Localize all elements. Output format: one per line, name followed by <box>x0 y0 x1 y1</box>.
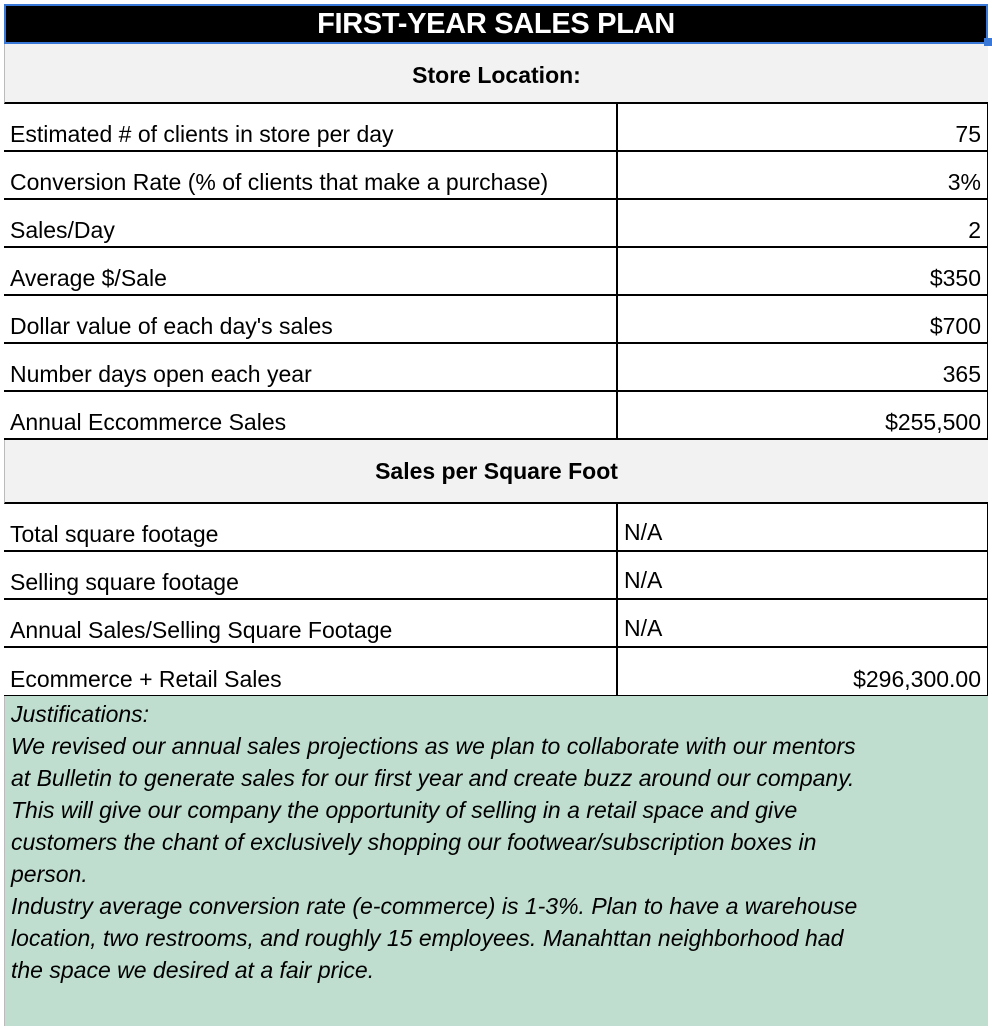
store-location-header[interactable]: Store Location: <box>4 44 988 104</box>
row-value-cell[interactable]: $700 <box>618 296 988 342</box>
row-label-cell[interactable]: Sales/Day <box>4 200 618 246</box>
row-label-cell[interactable]: Number days open each year <box>4 344 618 390</box>
sales-plan-sheet: FIRST-YEAR SALES PLAN Store Location: Es… <box>4 4 992 1026</box>
table-row: Annual Sales/Selling Square Footage N/A <box>4 600 988 648</box>
row-value-cell[interactable]: 75 <box>618 104 988 150</box>
justification-line: the space we desired at a fair price. <box>11 957 375 983</box>
table-row: Sales/Day 2 <box>4 200 988 248</box>
row-value-cell[interactable]: N/A <box>618 504 988 550</box>
justification-line: person. <box>11 861 88 887</box>
selection-fill-handle[interactable] <box>984 38 992 46</box>
row-label-cell[interactable]: Average $/Sale <box>4 248 618 294</box>
justification-line: Justifications: <box>11 701 150 727</box>
row-value-cell[interactable]: 365 <box>618 344 988 390</box>
justifications-cell[interactable]: Justifications: We revised our annual sal… <box>4 696 988 1026</box>
justification-line: This will give our company the opportuni… <box>11 797 798 823</box>
row-value-cell[interactable]: N/A <box>618 600 988 646</box>
table-row: Annual Eccommerce Sales $255,500 <box>4 392 988 440</box>
row-label-cell[interactable]: Total square footage <box>4 504 618 550</box>
justification-line: customers the chant of exclusively shopp… <box>11 829 817 855</box>
justification-line: location, two restrooms, and roughly 15 … <box>11 925 844 951</box>
row-label-cell[interactable]: Ecommerce + Retail Sales <box>4 648 618 695</box>
table-row: Selling square footage N/A <box>4 552 988 600</box>
row-label-cell[interactable]: Dollar value of each day's sales <box>4 296 618 342</box>
table-row: Ecommerce + Retail Sales $296,300.00 <box>4 648 988 696</box>
title-cell[interactable]: FIRST-YEAR SALES PLAN <box>4 4 988 44</box>
row-label-cell[interactable]: Annual Eccommerce Sales <box>4 392 618 438</box>
sales-per-square-foot-header[interactable]: Sales per Square Foot <box>4 440 988 504</box>
row-label-cell[interactable]: Estimated # of clients in store per day <box>4 104 618 150</box>
row-value-cell[interactable]: N/A <box>618 552 988 598</box>
table-row: Estimated # of clients in store per day 7… <box>4 104 988 152</box>
table-row: Conversion Rate (% of clients that make … <box>4 152 988 200</box>
table-row: Total square footage N/A <box>4 504 988 552</box>
row-value-cell[interactable]: 3% <box>618 152 988 198</box>
table-row: Number days open each year 365 <box>4 344 988 392</box>
row-value-cell[interactable]: $296,300.00 <box>618 648 988 695</box>
row-value-cell[interactable]: $255,500 <box>618 392 988 438</box>
row-value-cell[interactable]: $350 <box>618 248 988 294</box>
row-label-cell[interactable]: Conversion Rate (% of clients that make … <box>4 152 618 198</box>
justification-line: at Bulletin to generate sales for our fi… <box>11 765 855 791</box>
justification-line: We revised our annual sales projections … <box>11 733 856 759</box>
table-row: Average $/Sale $350 <box>4 248 988 296</box>
row-label-cell[interactable]: Selling square footage <box>4 552 618 598</box>
row-label-cell[interactable]: Annual Sales/Selling Square Footage <box>4 600 618 646</box>
row-value-cell[interactable]: 2 <box>618 200 988 246</box>
justification-line: Industry average conversion rate (e-comm… <box>11 893 858 919</box>
table-row: Dollar value of each day's sales $700 <box>4 296 988 344</box>
